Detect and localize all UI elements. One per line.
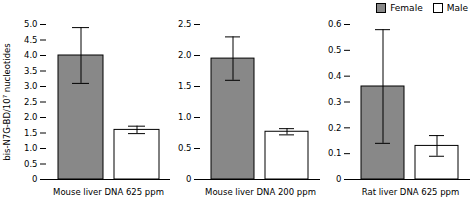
svg-text:1.0: 1.0 bbox=[24, 143, 38, 153]
svg-text:0: 0 bbox=[32, 174, 37, 184]
svg-text:0.1: 0.1 bbox=[328, 148, 342, 158]
svg-text:Rat liver DNA 625 ppm: Rat liver DNA 625 ppm bbox=[362, 187, 460, 197]
svg-text:0.2: 0.2 bbox=[328, 123, 342, 133]
svg-text:0.3: 0.3 bbox=[328, 97, 342, 107]
svg-text:bis-N7G-BD/10⁷ nucleotides: bis-N7G-BD/10⁷ nucleotides bbox=[2, 43, 12, 161]
svg-text:3.5: 3.5 bbox=[24, 66, 38, 76]
svg-text:0.5: 0.5 bbox=[328, 45, 342, 55]
svg-text:0: 0 bbox=[336, 174, 341, 184]
svg-text:4.0: 4.0 bbox=[24, 50, 38, 60]
svg-text:5.0: 5.0 bbox=[24, 19, 38, 29]
svg-text:2.0: 2.0 bbox=[178, 50, 192, 60]
svg-text:Mouse liver DNA 625 ppm: Mouse liver DNA 625 ppm bbox=[53, 187, 164, 197]
svg-text:3.0: 3.0 bbox=[24, 81, 38, 91]
svg-text:0: 0 bbox=[186, 174, 191, 184]
svg-text:1.5: 1.5 bbox=[24, 128, 38, 138]
svg-text:1.0: 1.0 bbox=[178, 112, 192, 122]
html-text:Male: Male bbox=[446, 3, 468, 13]
svg-text:2.5: 2.5 bbox=[178, 19, 192, 29]
svg-text:0.5: 0.5 bbox=[178, 143, 192, 153]
svg-text:1.5: 1.5 bbox=[178, 81, 192, 91]
svg-text:0.5: 0.5 bbox=[24, 159, 38, 169]
svg-text:0.6: 0.6 bbox=[328, 19, 342, 29]
svg-text:4.5: 4.5 bbox=[24, 35, 38, 45]
svg-text:2.0: 2.0 bbox=[24, 112, 38, 122]
svg-text:2.5: 2.5 bbox=[24, 97, 38, 107]
svg-text:0.4: 0.4 bbox=[328, 71, 342, 81]
html-text:Female: Female bbox=[390, 3, 423, 13]
svg-text:Mouse liver DNA 200 ppm: Mouse liver DNA 200 ppm bbox=[205, 187, 316, 197]
